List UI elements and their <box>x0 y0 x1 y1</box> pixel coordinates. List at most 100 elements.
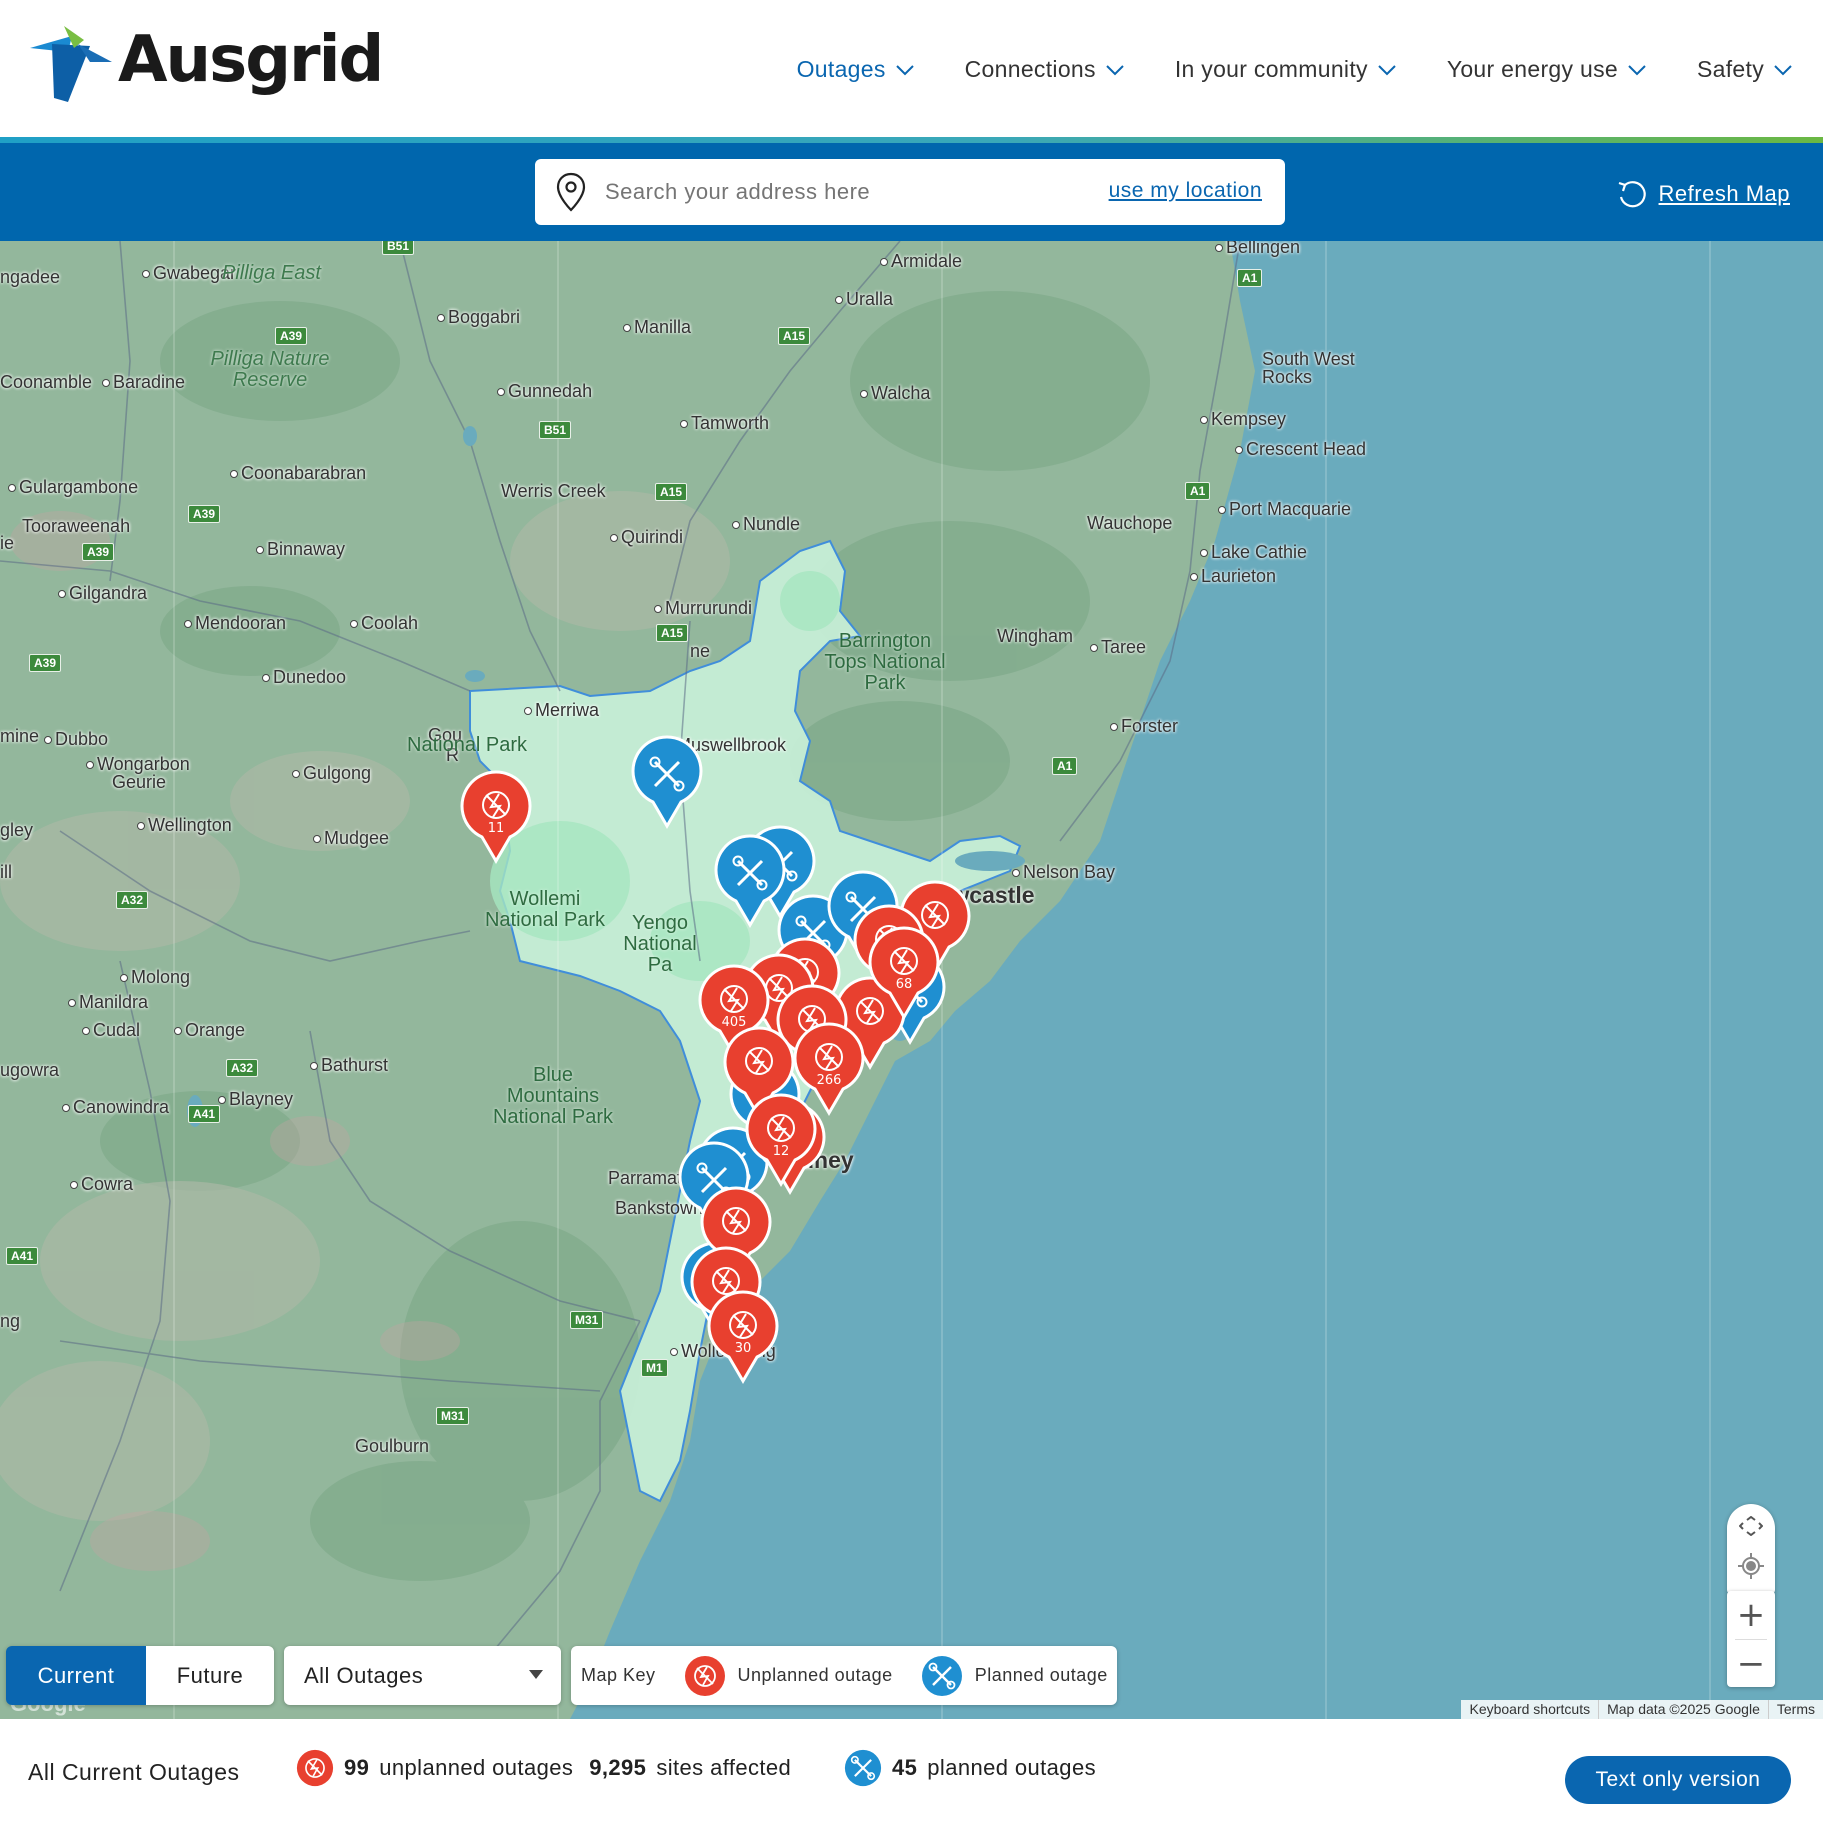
place-label: Armidale <box>880 251 962 272</box>
marker-count: 68 <box>895 977 913 992</box>
site-header: Ausgrid Outages Connections In your comm… <box>0 0 1823 137</box>
place-label: Canowindra <box>62 1097 169 1118</box>
text-only-version-button[interactable]: Text only version <box>1565 1756 1791 1804</box>
unplanned-outage-icon <box>296 1749 334 1787</box>
place-label: Nundle <box>732 514 800 535</box>
place-label: Tooraweenah <box>22 516 131 536</box>
place-label: Port Macquarie <box>1218 499 1351 520</box>
map-data-credit: Map data ©2025 Google <box>1598 1700 1768 1719</box>
nav-connections[interactable]: Connections <box>965 56 1125 83</box>
place-label: Nelson Bay <box>1012 862 1115 883</box>
place-label: South West Rocks <box>1262 349 1355 387</box>
marker-count: 30 <box>734 1341 752 1356</box>
unplanned-marker-icon <box>700 1186 772 1280</box>
map-attribution: Keyboard shortcuts Map data ©2025 Google… <box>1461 1700 1823 1719</box>
unplanned-outage-marker[interactable]: 12 <box>745 1093 817 1187</box>
place-label: Blayney <box>218 1089 293 1110</box>
ausgrid-logo[interactable]: Ausgrid <box>28 22 384 106</box>
unplanned-marker-icon <box>698 964 770 1058</box>
place-label: Kempsey <box>1200 409 1286 430</box>
place-label: Crescent Head <box>1235 439 1366 460</box>
place-label: ne <box>690 641 711 661</box>
nav-in-your-community[interactable]: In your community <box>1175 56 1397 83</box>
unplanned-outage-marker[interactable]: 68 <box>868 926 940 1020</box>
logo-wordmark: Ausgrid <box>118 23 384 97</box>
keyboard-shortcuts-link[interactable]: Keyboard shortcuts <box>1469 1701 1591 1717</box>
place-label: ie <box>0 533 15 553</box>
chevron-down-icon <box>1378 64 1396 75</box>
unplanned-summary: 99 unplanned outages 9,295 sites affecte… <box>296 1749 791 1787</box>
place-label: Lake Cathie <box>1200 542 1307 563</box>
planned-text: planned outages <box>927 1755 1096 1780</box>
unplanned-outage-marker[interactable] <box>700 1186 772 1280</box>
place-label: Taree <box>1090 637 1146 658</box>
planned-outage-icon <box>844 1749 882 1787</box>
address-search: use my location <box>535 159 1285 225</box>
unplanned-count: 99 <box>344 1755 370 1780</box>
map-orientation-control <box>1727 1504 1775 1594</box>
road-shield: A1 <box>1185 482 1211 500</box>
road-shield: M31 <box>570 1311 604 1329</box>
zoom-divider <box>1735 1639 1767 1640</box>
nav-safety[interactable]: Safety <box>1697 56 1793 83</box>
map-key-title: Map Key <box>581 1665 656 1685</box>
zoom-out-button[interactable]: − <box>1736 1644 1766 1684</box>
zoom-in-button[interactable]: + <box>1736 1595 1766 1635</box>
refresh-map-button[interactable]: Refresh Map <box>1615 177 1790 211</box>
main-nav: Outages Connections In your community Yo… <box>797 56 1793 83</box>
place-label: Dunedoo <box>262 667 346 688</box>
marker-count: 12 <box>772 1144 790 1159</box>
place-label: Molong <box>120 967 190 988</box>
outage-type-select[interactable]: All Outages <box>284 1646 561 1705</box>
place-label: Wongarbon <box>86 754 190 775</box>
place-label: Cowra <box>70 1174 133 1195</box>
road-shield: M31 <box>436 1407 470 1425</box>
refresh-icon <box>1618 181 1646 208</box>
sites-affected-text: sites affected <box>656 1755 792 1780</box>
planned-outage-marker[interactable] <box>714 834 786 928</box>
crosshair-icon <box>1738 1553 1764 1579</box>
place-label: Geurie <box>112 772 167 792</box>
nav-outages[interactable]: Outages <box>797 56 915 83</box>
outage-map[interactable]: Bellingen Armidale Uralla Gwabegar Bogga… <box>0 241 1823 1719</box>
planned-marker-icon <box>631 735 703 829</box>
road-shield: A15 <box>655 483 688 501</box>
search-input[interactable] <box>605 179 1085 205</box>
unplanned-marker-icon <box>868 926 940 1020</box>
place-label: Gou <box>428 725 463 745</box>
zoom-control: + − <box>1727 1591 1775 1687</box>
unplanned-outage-icon <box>684 1655 725 1696</box>
place-label: Manilla <box>623 317 691 338</box>
unplanned-outage-marker[interactable]: 30 <box>707 1290 779 1384</box>
rotate-arrows-icon <box>1739 1516 1763 1536</box>
use-my-location-link[interactable]: use my location <box>1108 179 1262 202</box>
road-shield: M1 <box>641 1359 668 1377</box>
park-label: Pilliga Nature Reserve <box>210 348 330 391</box>
current-toggle-button[interactable]: Current <box>6 1646 146 1705</box>
future-toggle-button[interactable]: Future <box>146 1646 274 1705</box>
road-shield: A32 <box>226 1059 259 1077</box>
road-shield: A32 <box>116 891 149 909</box>
unplanned-outage-marker[interactable]: 266 <box>793 1022 865 1116</box>
place-label: gley <box>0 820 34 840</box>
nav-community-label: In your community <box>1174 56 1368 82</box>
park-label: Barrington Tops National Park <box>824 630 946 694</box>
terms-link[interactable]: Terms <box>1767 1700 1823 1719</box>
unplanned-outage-marker[interactable]: 405 <box>698 964 770 1058</box>
unplanned-outage-marker[interactable] <box>723 1026 795 1120</box>
unplanned-outage-marker[interactable]: 11 <box>460 770 532 864</box>
park-label: Blue Mountains National Park <box>492 1064 614 1128</box>
place-label: Cudal <box>82 1020 140 1041</box>
place-label: Parramatta <box>608 1168 698 1188</box>
road-shield: A1 <box>1237 269 1263 287</box>
planned-outage-marker[interactable] <box>631 735 703 829</box>
my-location-button[interactable] <box>1727 1546 1775 1586</box>
road-shield: A39 <box>188 505 221 523</box>
place-label: mine <box>0 726 40 746</box>
nav-your-energy-use[interactable]: Your energy use <box>1447 56 1647 83</box>
place-label: Coonamble <box>0 372 93 392</box>
road-shield: A41 <box>6 1247 39 1265</box>
road-shield: A15 <box>778 327 811 345</box>
place-label: Wellington <box>137 815 232 836</box>
rotate-map-button[interactable] <box>1727 1506 1775 1546</box>
